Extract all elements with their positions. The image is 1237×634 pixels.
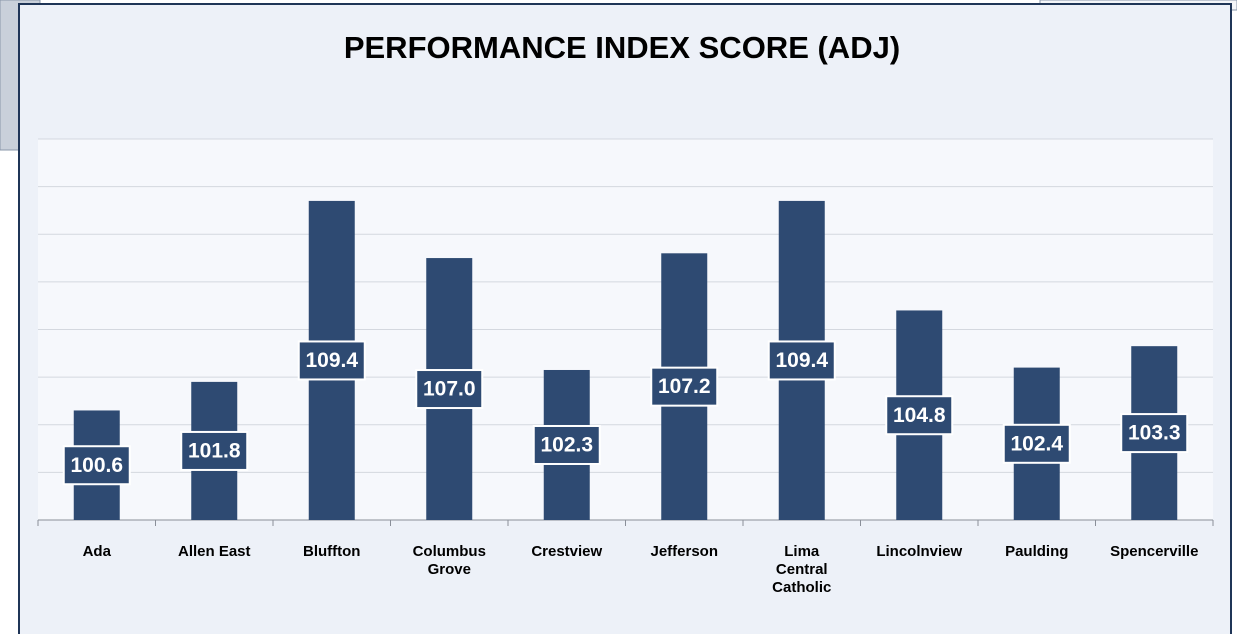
- value-label: 100.6: [70, 454, 123, 477]
- x-tick-label: Bluffton: [303, 543, 361, 560]
- value-label-box: [180, 430, 249, 471]
- x-tick-label-box: Jefferson: [644, 543, 724, 561]
- x-tick-label-box: Paulding: [997, 543, 1077, 561]
- x-tick-label: Allen East: [177, 543, 251, 560]
- x-tick-label-box: Lincolnview: [876, 543, 963, 561]
- x-tick-label: Ada: [82, 543, 111, 560]
- value-label-box: [297, 340, 366, 381]
- value-label-box: [415, 369, 484, 410]
- x-tick-label: Spencerville: [1110, 543, 1199, 560]
- value-label: 107.2: [658, 375, 711, 398]
- value-label: 102.4: [1010, 432, 1063, 455]
- x-tick-label: Paulding: [1005, 543, 1069, 560]
- x-tick-label-box: Lima Central Catholic: [762, 543, 842, 597]
- x-tick-label-box: Crestview: [527, 543, 607, 561]
- value-label: 103.3: [1128, 422, 1181, 445]
- chart-title: PERFORMANCE INDEX SCORE (ADJ): [344, 30, 900, 65]
- value-label-box: [767, 340, 836, 381]
- value-label-box: [1002, 423, 1071, 464]
- value-label: 101.8: [188, 439, 241, 462]
- value-label-box: [650, 366, 719, 407]
- x-tick-label-box: Spencerville: [1110, 543, 1198, 561]
- x-tick-label-box: Ada: [57, 543, 137, 561]
- x-tick-label: Columbus Grove: [412, 543, 486, 578]
- value-label: 109.4: [305, 349, 358, 372]
- value-label-box: [1120, 413, 1189, 454]
- x-tick-label: Crestview: [531, 543, 603, 560]
- value-label: 107.0: [423, 378, 476, 401]
- value-label-box: [532, 424, 601, 465]
- value-label-box: [62, 445, 131, 486]
- x-tick-label: Jefferson: [650, 543, 719, 560]
- x-tick-label-box: Columbus Grove: [409, 543, 489, 579]
- x-tick-label: Lincolnview: [876, 543, 963, 560]
- x-tick-label-box: Bluffton: [292, 543, 372, 561]
- value-label: 109.4: [775, 349, 828, 372]
- x-tick-label: Lima Central Catholic: [772, 543, 832, 596]
- value-label-box: [885, 395, 954, 436]
- value-label: 102.3: [540, 434, 593, 457]
- x-tick-label-box: Allen East: [174, 543, 254, 561]
- value-label: 104.8: [893, 404, 946, 427]
